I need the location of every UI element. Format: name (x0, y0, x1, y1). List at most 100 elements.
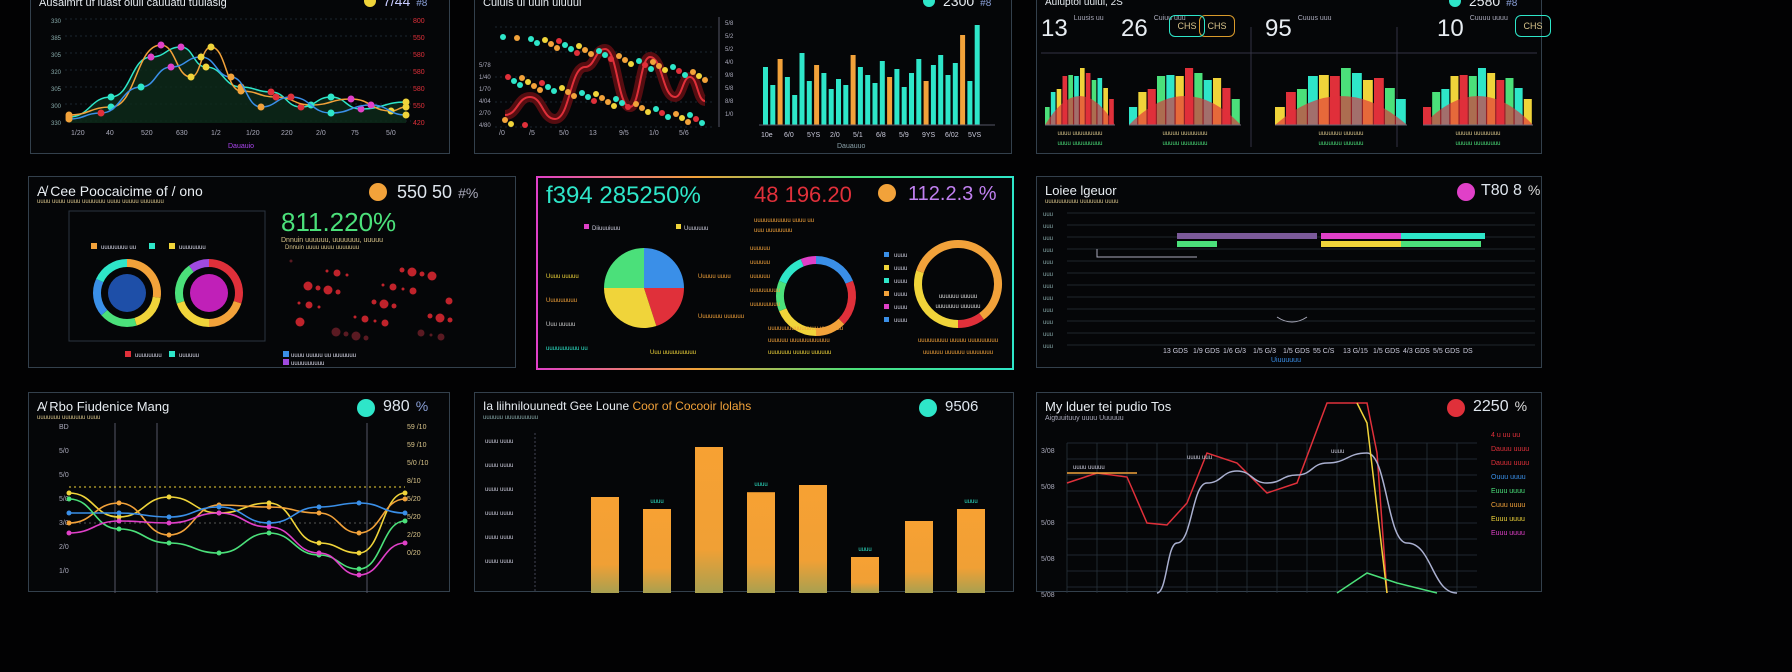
stat-badge[interactable]: CHS (1515, 15, 1551, 37)
data-point (642, 62, 648, 68)
bar (1450, 76, 1459, 125)
data-point (66, 530, 72, 536)
bar (872, 83, 878, 125)
connector (1276, 316, 1308, 323)
map-dot (445, 297, 453, 305)
series-line (1156, 452, 1458, 594)
legend-label: uuuuuuuu (135, 353, 162, 359)
data-point (571, 93, 577, 99)
bar (821, 73, 827, 125)
map-dot (353, 315, 357, 319)
series-line (1066, 402, 1388, 594)
area-charts-p3: uuuu uuuuuuuuu uuuu uuuuuuuuu uuuuu uuuuuu… (1041, 27, 1537, 147)
data-point (187, 73, 195, 81)
data-point (539, 80, 545, 86)
panel-highlight-pies: f394 285250% 48 196.20 112.2.3 % Diiuuui… (536, 176, 1014, 370)
map-dot (333, 269, 341, 277)
x-tick-label: 1/6 G/3 (1223, 348, 1246, 355)
data-label: uuuu (650, 499, 663, 505)
stat-value: 26 (1121, 15, 1148, 42)
legend-swatch (283, 359, 289, 365)
y-tick-label: uuu (1043, 344, 1053, 350)
legend-swatch (884, 304, 889, 309)
bar (960, 35, 966, 125)
line-grid-chart-p9: 3/08 5/08 5/08 5/08 5/08 4 u uu uu Dauuu uuuu D… (1041, 402, 1529, 599)
y-tick-label: 3/08 (1041, 448, 1055, 455)
caption: uuuuuuu uuuuuu (1318, 131, 1363, 137)
kpi-value: 550 50 #% (397, 182, 479, 202)
annotation: uuuu uuu (1187, 455, 1212, 461)
data-point (272, 93, 280, 101)
legend-label: Dauuu uuuu (1491, 446, 1529, 453)
data-point (207, 43, 215, 51)
data-point (147, 53, 155, 61)
map-dot (427, 271, 437, 281)
data-point (676, 68, 682, 74)
stat-badge[interactable]: CHS (1199, 15, 1235, 37)
data-point (699, 120, 705, 126)
line-chart-p1: 330 385 305 320 305 300 330 800 550 580 580 580 550 4… (51, 18, 425, 137)
y-tick-label: 1/70 (479, 87, 491, 93)
panel-subtitle: Aigtuuituuy uuuu Uuuuuu (1045, 415, 1124, 422)
panel-donut-map: A̸ Cee Poocaicime of / ono 550 50 #% 811.… (28, 176, 516, 368)
x-tick-label: /5 (529, 130, 535, 137)
x-tick-label: 5/6 (679, 130, 689, 137)
bar (957, 509, 985, 593)
x-tick-label: 1/5 G/3 (1253, 348, 1276, 355)
y-tick-label: 5/0 (59, 496, 69, 503)
bar (763, 67, 768, 125)
data-point (519, 75, 525, 81)
x-tick-label: 1/20 (246, 130, 260, 137)
map-dot (389, 283, 397, 291)
y-tick-label: 385 (51, 36, 62, 42)
map-dot (361, 315, 369, 323)
data-point (402, 510, 408, 516)
chart-footer: Dauauuo (837, 143, 866, 150)
donut-mid-segment (815, 318, 845, 336)
bar (851, 557, 879, 593)
kpi-value: 2250% (1473, 398, 1528, 415)
pie-charts-p5: Diiuuuiuuu Uuuuuuu Uuuu uuuuu Uuuuuuuuu Uuu … (546, 218, 1002, 356)
data-point (673, 111, 679, 117)
y-tick-label: 59 /10 (407, 424, 427, 431)
data-point (690, 69, 696, 75)
status-dot (878, 184, 896, 202)
x-tick-label: 1/20 (71, 130, 85, 137)
x-tick-label: 5/5 GDS (1433, 348, 1460, 355)
caption: uuuuuuuuu uuuuu uuuuuuuuu (918, 338, 998, 344)
bar (945, 75, 951, 125)
y-tick-label: 8/8 (725, 99, 734, 105)
panel-title: My lduer tei pudio Tos (1045, 399, 1172, 414)
caption: uuu uuuuuuuu (754, 228, 792, 234)
donut-b-segment (189, 259, 210, 273)
map-dot (379, 299, 389, 309)
x-tick-label: 220 (281, 130, 293, 137)
series-line (68, 498, 406, 570)
bar (1213, 78, 1222, 125)
data-point (356, 566, 362, 572)
caption: uuuuuu uuuuuuuuuuuu (768, 338, 830, 344)
legend-label: Diiuuuiuuu (592, 226, 620, 232)
caption: uuuuuuuuuuu uuuu uu (754, 218, 814, 224)
data-point (266, 504, 272, 510)
bar (806, 81, 812, 125)
bar (591, 497, 619, 593)
annotation: uuuu (1331, 449, 1344, 455)
stat-badge[interactable]: CHS (1169, 15, 1205, 37)
line-chart-p7: uuuuuuu uuuuuuu uuuu 59 /10 59 /10 5/0 /10 8… (37, 415, 429, 593)
data-point (197, 53, 205, 61)
y-tick-label: 5/08 (1041, 520, 1055, 527)
data-point (316, 540, 322, 546)
panel-title: Cuiuis ui uuin uiuuui (483, 0, 582, 9)
data-point (402, 103, 410, 111)
bar (643, 509, 671, 593)
map-dot (351, 331, 361, 341)
big-percentage-sub: Dnnuin uuuuuu, uuuuuuu, uuuuu (281, 237, 383, 244)
y-tick-label: 2/70 (479, 111, 491, 117)
y-tick-label: 5/78 (479, 63, 491, 69)
map-dot (345, 273, 349, 277)
data-point (636, 58, 642, 64)
donut-right-segment (957, 312, 984, 328)
data-point (166, 540, 172, 546)
y-tick-label: 550 (413, 35, 425, 42)
